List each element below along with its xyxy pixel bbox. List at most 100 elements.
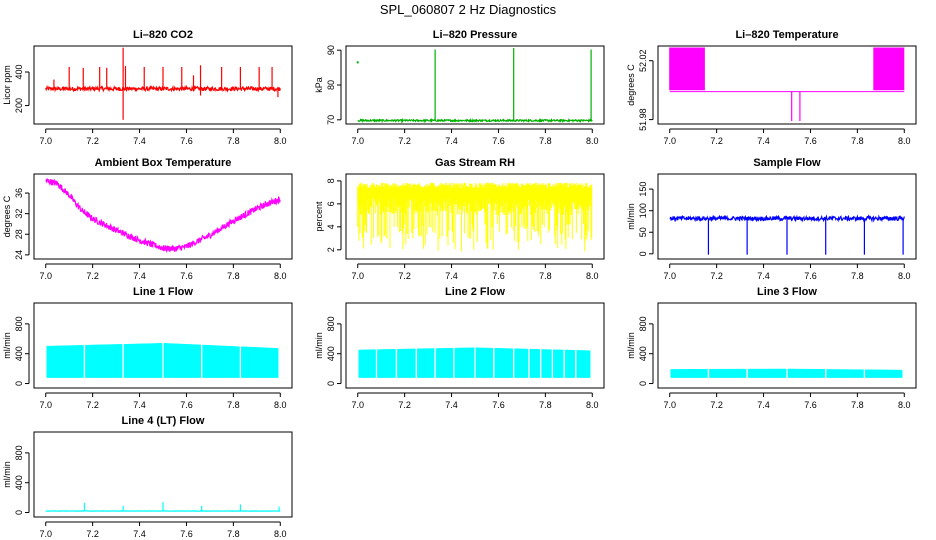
chart-title: Line 4 (LT) Flow xyxy=(122,415,205,427)
chart-panel-9: Line 3 Flow ml/min 7.0 7.2 7.4 7.6 7.8 8.0 0 400 8… xyxy=(626,286,917,410)
x-tick-label: 7.4 xyxy=(133,400,146,410)
x-tick-label: 7.4 xyxy=(445,400,458,410)
series-band xyxy=(357,182,593,252)
plot-frame xyxy=(657,45,917,125)
x-tick-label: 7.8 xyxy=(539,271,552,281)
x-tick-label: 8.0 xyxy=(586,271,599,281)
y-tick-label: 0 xyxy=(638,381,648,386)
flow-segment xyxy=(85,344,123,378)
y-axis-label: percent xyxy=(314,201,324,232)
x-tick-label: 7.2 xyxy=(710,400,723,410)
y-axis-label: ml/min xyxy=(626,203,636,230)
data-series xyxy=(45,178,281,254)
x-tick-label: 7.2 xyxy=(398,271,411,281)
x-tick-label: 7.0 xyxy=(39,136,52,146)
x-tick-label: 8.0 xyxy=(274,400,287,410)
y-tick-label: 100 xyxy=(638,203,648,218)
x-tick-label: 7.8 xyxy=(227,136,240,146)
chart-panel-7: Line 1 Flow ml/min 7.0 7.2 7.4 7.6 7.8 8.0 0 400 8… xyxy=(2,286,293,410)
plot-frame xyxy=(33,45,293,125)
plot-frame xyxy=(657,173,917,260)
x-tick-label: 7.2 xyxy=(86,136,99,146)
x-tick-label: 7.8 xyxy=(227,271,240,281)
y-axis: 0 50 100 150 xyxy=(638,182,654,256)
x-axis: 7.0 7.2 7.4 7.6 7.8 8.0 xyxy=(663,263,911,281)
y-axis: 0 400 800 xyxy=(326,316,342,386)
y-axis: 70 80 90 xyxy=(326,45,342,125)
x-tick-label: 8.0 xyxy=(898,271,911,281)
y-tick-label: 51.98 xyxy=(638,108,648,131)
flow-segment xyxy=(747,368,787,378)
chart-panel-1: Li–820 CO2 Licor ppm 7.0 7.2 7.4 7.6 7.8 8.0 200… xyxy=(2,29,293,146)
flow-segment xyxy=(494,347,514,378)
x-tick-label: 7.6 xyxy=(180,529,193,539)
y-tick-label: 36 xyxy=(14,188,24,198)
series-line xyxy=(357,117,593,124)
x-tick-label: 7.0 xyxy=(39,271,52,281)
x-tick-label: 7.4 xyxy=(133,529,146,539)
plot-frame xyxy=(657,302,917,389)
y-tick-label: 70 xyxy=(326,115,336,125)
x-axis: 7.0 7.2 7.4 7.6 7.8 8.0 xyxy=(663,128,911,146)
x-tick-label: 7.2 xyxy=(398,136,411,146)
y-tick-label: 0 xyxy=(14,510,24,515)
x-tick-label: 7.0 xyxy=(39,529,52,539)
flow-segment xyxy=(553,349,564,378)
chart-title: Li–820 Pressure xyxy=(433,29,517,41)
y-tick-label: 400 xyxy=(638,346,648,361)
y-tick-label: 6 xyxy=(326,201,336,206)
flow-segment xyxy=(529,348,540,378)
x-tick-label: 8.0 xyxy=(274,136,287,146)
data-series xyxy=(45,502,281,513)
chart-title: Sample Flow xyxy=(753,157,821,169)
x-tick-label: 8.0 xyxy=(898,136,911,146)
x-tick-label: 8.0 xyxy=(898,400,911,410)
x-tick-label: 7.2 xyxy=(398,400,411,410)
x-tick-label: 7.0 xyxy=(351,400,364,410)
chart-title: Li–820 Temperature xyxy=(735,29,838,41)
y-tick-label: 800 xyxy=(638,316,648,331)
x-tick-label: 7.6 xyxy=(492,136,505,146)
chart-title: Line 1 Flow xyxy=(133,286,193,298)
x-tick-label: 7.6 xyxy=(492,271,505,281)
y-axis-label: ml/min xyxy=(314,332,324,359)
y-tick-label: 28 xyxy=(14,229,24,239)
x-tick-label: 7.6 xyxy=(804,400,817,410)
x-tick-label: 7.6 xyxy=(180,400,193,410)
flow-segment xyxy=(435,347,454,378)
x-tick-label: 7.0 xyxy=(663,136,676,146)
series-band xyxy=(669,47,905,91)
y-tick-label: 2 xyxy=(326,247,336,252)
flow-segment xyxy=(787,368,826,378)
chart-panel-6: Sample Flow ml/min 7.0 7.2 7.4 7.6 7.8 8.0 0 50 10… xyxy=(626,157,917,281)
x-tick-label: 7.2 xyxy=(710,271,723,281)
x-tick-label: 7.8 xyxy=(227,529,240,539)
chart-title: Gas Stream RH xyxy=(435,157,515,169)
flow-segment xyxy=(417,348,435,378)
x-tick-label: 7.6 xyxy=(804,136,817,146)
y-tick-label: 0 xyxy=(638,251,648,256)
x-tick-label: 7.8 xyxy=(851,271,864,281)
y-axis: 0 400 800 xyxy=(638,316,654,386)
y-axis: 0 400 800 xyxy=(14,445,30,515)
y-tick-label: 0 xyxy=(326,381,336,386)
x-tick-label: 7.8 xyxy=(851,400,864,410)
flow-segment xyxy=(358,349,376,378)
x-tick-label: 7.2 xyxy=(710,136,723,146)
y-tick-label: 400 xyxy=(14,475,24,490)
plot-frame xyxy=(345,302,605,389)
x-tick-label: 7.4 xyxy=(757,136,770,146)
x-tick-label: 7.4 xyxy=(757,400,770,410)
x-tick-label: 8.0 xyxy=(274,529,287,539)
y-tick-label: 50 xyxy=(638,227,648,237)
y-axis-label: Licor ppm xyxy=(2,65,12,105)
y-tick-label: 150 xyxy=(638,182,648,197)
x-tick-label: 8.0 xyxy=(274,271,287,281)
plot-frame xyxy=(345,173,605,260)
x-axis: 7.0 7.2 7.4 7.6 7.8 8.0 xyxy=(39,263,287,281)
data-series xyxy=(46,343,279,378)
x-tick-label: 7.2 xyxy=(86,271,99,281)
data-series xyxy=(45,47,281,120)
x-tick-label: 7.4 xyxy=(133,136,146,146)
